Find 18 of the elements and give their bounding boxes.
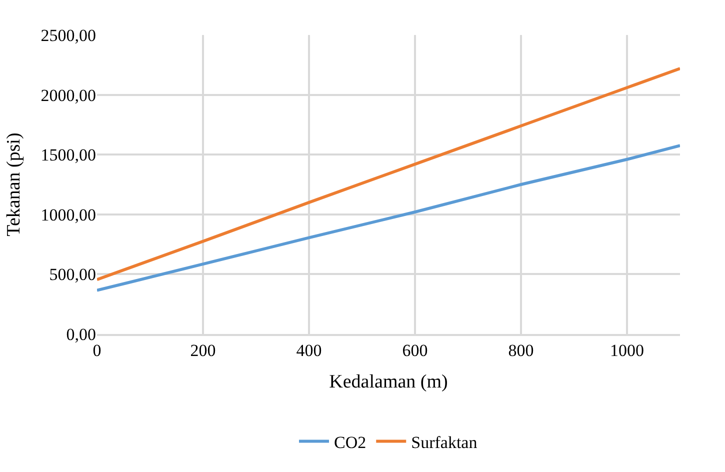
- x-axis-title: Kedalaman (m): [329, 371, 448, 392]
- y-tick-label: 2500,00: [40, 26, 96, 45]
- y-tick-label: 1500,00: [40, 146, 96, 165]
- y-tick-label: 2000,00: [40, 86, 96, 105]
- y-axis-title: Tekanan (psi): [4, 132, 25, 236]
- x-tick-label: 1000: [610, 341, 644, 360]
- x-tick-label: 800: [508, 341, 534, 360]
- legend-label: Surfaktan: [411, 432, 478, 452]
- legend-label: CO2: [334, 432, 366, 452]
- y-tick-label: 1000,00: [40, 205, 96, 224]
- x-tick-label: 200: [190, 341, 216, 360]
- y-tick-label: 500,00: [49, 265, 96, 284]
- x-tick-label: 600: [402, 341, 428, 360]
- x-tick-label: 400: [296, 341, 322, 360]
- x-tick-label: 0: [92, 341, 102, 360]
- line-series: [97, 66, 680, 282]
- line-series: [97, 144, 680, 292]
- y-tick-label: 0,00: [66, 324, 96, 344]
